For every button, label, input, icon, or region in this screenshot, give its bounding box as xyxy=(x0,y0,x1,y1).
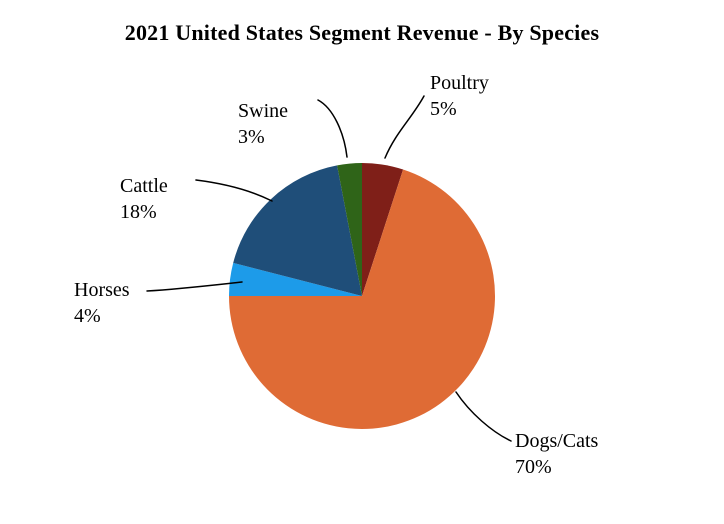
slice-label-horses-pct: 4% xyxy=(74,305,101,327)
leader-line-swine xyxy=(317,99,348,158)
pie-slice-horses xyxy=(229,262,362,296)
slice-label-poultry: Poultry 5% xyxy=(430,70,489,122)
leader-line-dogs-cats xyxy=(455,391,512,442)
slice-label-cattle-name: Cattle xyxy=(120,175,168,197)
slice-label-dogs-cats-pct: 70% xyxy=(515,456,552,478)
slice-label-cattle-pct: 18% xyxy=(120,201,157,223)
slice-label-swine: Swine 3% xyxy=(238,98,288,150)
slice-label-poultry-name: Poultry xyxy=(430,72,489,94)
pie-slice-swine xyxy=(337,163,362,296)
pie-slice-cattle xyxy=(233,165,362,296)
pie-slice-dogs-cats xyxy=(229,169,495,429)
pie-slice-poultry xyxy=(362,162,404,296)
slice-label-horses: Horses 4% xyxy=(74,277,130,329)
slice-label-dogs-cats-name: Dogs/Cats xyxy=(515,430,599,452)
leader-line-poultry xyxy=(384,95,425,159)
slice-label-poultry-pct: 5% xyxy=(430,98,457,120)
chart-title: 2021 United States Segment Revenue - By … xyxy=(124,20,600,45)
leader-line-horses xyxy=(146,281,243,292)
slice-label-horses-name: Horses xyxy=(74,279,130,301)
slice-label-swine-name: Swine xyxy=(238,100,288,122)
leader-line-cattle xyxy=(195,179,273,202)
slice-label-cattle: Cattle 18% xyxy=(120,173,168,225)
slice-label-swine-pct: 3% xyxy=(238,126,265,148)
pie-slices-group xyxy=(229,162,495,429)
slice-label-dogs-cats: Dogs/Cats 70% xyxy=(515,428,598,480)
